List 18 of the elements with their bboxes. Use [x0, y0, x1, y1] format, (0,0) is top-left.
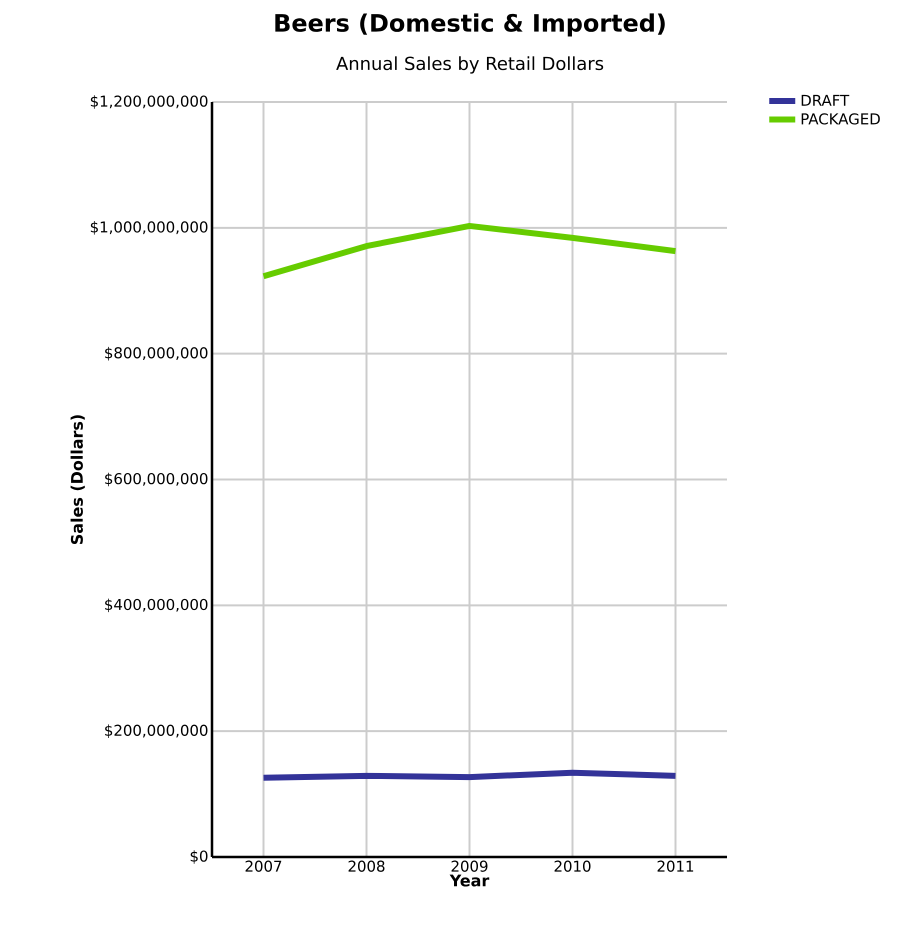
legend-label: DRAFT: [802, 94, 850, 106]
x-axis-title: Year: [450, 874, 490, 886]
y-tick-label: $800,000,000: [105, 346, 208, 360]
x-tick-label: 2007: [246, 860, 282, 872]
chart-title: Beers (Domestic & Imported): [275, 13, 665, 37]
y-tick-label: $600,000,000: [105, 472, 208, 486]
legend-label: PACKAGED: [802, 113, 880, 125]
y-axis-title: Sales (Dollars): [70, 415, 85, 544]
y-tick-label: $1,000,000,000: [90, 221, 208, 235]
y-tick-label: $400,000,000: [105, 598, 208, 612]
y-tick-label: $0: [190, 850, 208, 864]
x-tick-label: 2009: [452, 860, 488, 872]
y-tick-label: $1,200,000,000: [90, 95, 208, 109]
x-tick-label: 2008: [348, 860, 384, 872]
x-tick-label: 2011: [658, 860, 694, 872]
x-tick-label: 2010: [554, 860, 591, 872]
y-tick-label: $200,000,000: [105, 724, 208, 738]
chart-subtitle: Annual Sales by Retail Dollars: [336, 56, 604, 74]
